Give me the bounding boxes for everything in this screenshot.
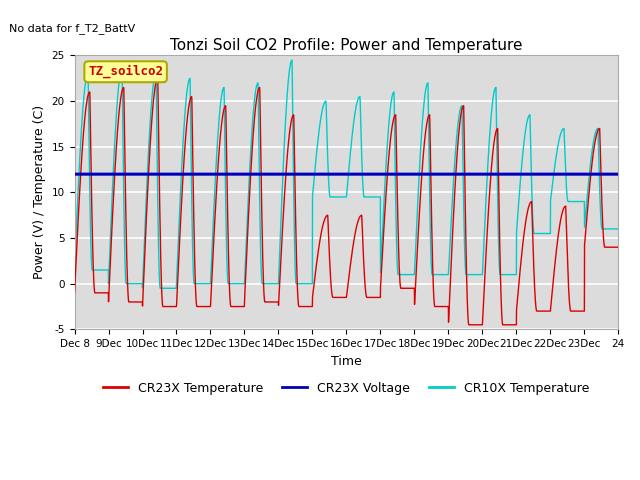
Text: TZ_soilco2: TZ_soilco2 <box>88 65 163 78</box>
Legend: CR23X Temperature, CR23X Voltage, CR10X Temperature: CR23X Temperature, CR23X Voltage, CR10X … <box>99 377 595 400</box>
X-axis label: Time: Time <box>331 355 362 368</box>
Y-axis label: Power (V) / Temperature (C): Power (V) / Temperature (C) <box>33 105 46 279</box>
Text: No data for f_T2_BattV: No data for f_T2_BattV <box>9 23 136 34</box>
Title: Tonzi Soil CO2 Profile: Power and Temperature: Tonzi Soil CO2 Profile: Power and Temper… <box>170 38 523 53</box>
